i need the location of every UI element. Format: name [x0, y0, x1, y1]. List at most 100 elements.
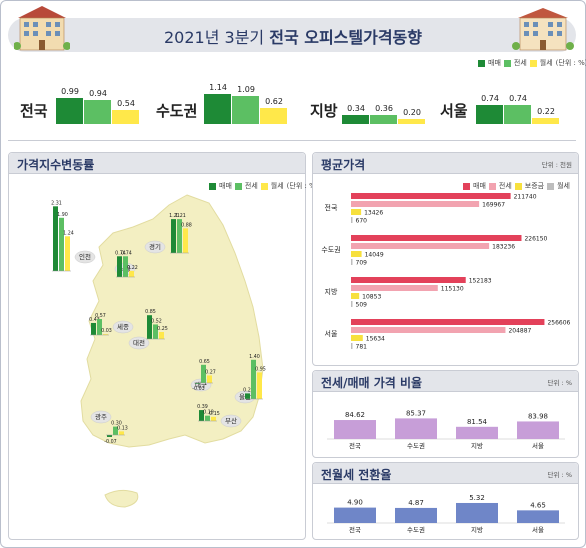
ratio-bar-3: [517, 421, 559, 439]
avg-legend-deposit: 보증금: [524, 182, 545, 190]
avg-legend-sale: 매매: [473, 182, 486, 190]
map-value-sale-6: 0.20: [243, 387, 254, 393]
map-value-wolse-1: 0.22: [127, 265, 138, 271]
avg-panel-title: 평균가격: [321, 158, 366, 172]
avg-value-deposit-2: 10853: [362, 294, 381, 301]
summary-value-sale-3: 0.74: [481, 93, 499, 103]
map-value-sale-7: 0.39: [197, 404, 208, 410]
map-bar-sale-1: [117, 256, 122, 277]
map-value-wolse-8: 0.13: [117, 425, 128, 431]
map-value-jeonse-7: 0.19: [203, 410, 214, 416]
map-bar-jeonse-0: [59, 217, 64, 271]
summary-value-wolse-3: 0.22: [537, 107, 555, 117]
map-bar-wolse-3: [103, 334, 108, 335]
ratio-bar-0: [334, 420, 376, 439]
map-value-sale-0: 2.31: [51, 200, 62, 206]
map-bar-jeonse-3: [97, 319, 102, 335]
avg-bar-jeonse-3: [351, 327, 506, 333]
avg-region-label-2: 지방: [325, 287, 338, 296]
avg-panel-unit: 단위 : 천원: [541, 161, 572, 169]
ratio-panel: 전세/매매 가격 비율 단위 : % 84.62 전국 85.37 수도권 81.54 지…: [312, 370, 579, 458]
conv-value-3: 4.65: [530, 501, 546, 509]
summary-bar-jeonse-2: [370, 114, 397, 124]
legend-jeonse-label: 전세: [513, 59, 527, 67]
conv-label-1: 수도권: [407, 526, 425, 534]
conv-label-3: 서울: [532, 525, 544, 534]
avg-value-deposit-3: 15634: [366, 336, 385, 343]
avg-value-sale-2: 152183: [469, 278, 492, 285]
avg-panel-header: 평균가격 단위 : 천원: [313, 153, 578, 174]
conv-value-0: 4.90: [347, 499, 363, 507]
conv-label-0: 전국: [349, 525, 361, 534]
avg-value-sale-3: 256606: [547, 320, 570, 327]
map-bar-wolse-2: [183, 228, 188, 253]
avg-legend-swatch-sale: [463, 182, 470, 190]
map-region-label-5: 대구: [195, 381, 207, 389]
map-region-label-0: 인천: [79, 252, 91, 261]
summary-value-jeonse-3: 0.74: [509, 93, 527, 103]
avg-bar-wolse-2: [351, 301, 353, 307]
avg-value-sale-1: 226150: [524, 236, 547, 243]
avg-value-jeonse-2: 115130: [441, 286, 464, 293]
jeju-island-shape: [104, 489, 139, 508]
title-prefix: 2021년 3분기: [163, 28, 270, 47]
map-value-jeonse-3: 0.57: [95, 313, 106, 319]
korea-map-chart: 인천2.311.901.24서울0.740.740.22경기1.211.210.…: [51, 194, 266, 508]
map-bar-wolse-0: [65, 236, 70, 271]
summary-bar-jeonse-0: [84, 99, 111, 124]
legend-swatch-wolse: [529, 59, 537, 67]
summary-bar-sale-1: [204, 94, 231, 124]
avg-value-deposit-0: 13426: [364, 210, 383, 217]
map-region-label-8: 광주: [95, 413, 107, 421]
map-legend-swatch-jeonse: [234, 182, 242, 190]
legend-swatch-sale: [478, 59, 485, 67]
map-value-sale-1: 0.74: [115, 250, 126, 256]
map-bar-jeonse-6: [251, 359, 256, 399]
avg-bar-wolse-1: [351, 259, 353, 265]
map-value-wolse-4: 0.25: [157, 326, 168, 332]
map-bar-sale-5: [195, 383, 200, 384]
map-value-wolse-6: 0.95: [255, 366, 266, 372]
avg-region-label-3: 서울: [325, 329, 338, 338]
avg-region-label-0: 전국: [325, 203, 338, 212]
ratio-panel-title: 전세/매매 가격 비율: [321, 376, 423, 390]
avg-value-jeonse-3: 204887: [508, 328, 531, 335]
summary-region-1: 수도권: [156, 102, 198, 120]
conversion-panel: 전월세 전환율 단위 : % 4.90 전국 4.87 수도권 5.32 지방 4.65 서울: [312, 462, 579, 540]
map-bar-wolse-1: [129, 270, 134, 277]
conv-bar-0: [334, 507, 376, 523]
avg-bar-jeonse-0: [351, 201, 480, 207]
map-region-label-2: 경기: [149, 242, 161, 251]
conv-bar-1: [395, 507, 437, 523]
avg-bar-deposit-2: [351, 293, 360, 299]
map-value-jeonse-6: 1.40: [249, 354, 260, 360]
conversion-chart: 4.90 전국 4.87 수도권 5.32 지방 4.65 서울: [327, 494, 565, 534]
avg-value-deposit-1: 14049: [365, 252, 384, 259]
conv-bar-3: [517, 510, 559, 523]
summary-bar-sale-2: [342, 115, 369, 124]
summary-value-sale-1: 1.14: [209, 83, 227, 93]
apartment-building-icon-right: [512, 8, 574, 51]
avg-bar-sale-3: [351, 319, 545, 325]
ratio-label-3: 서울: [532, 441, 544, 450]
map-bar-jeonse-2: [177, 219, 182, 253]
avg-bar-deposit-1: [351, 251, 362, 257]
avg-bar-jeonse-1: [351, 243, 490, 249]
ratio-value-1: 85.37: [406, 409, 426, 417]
conv-value-1: 4.87: [408, 499, 424, 507]
ratio-bar-1: [395, 418, 437, 439]
summary-chart: 전국 0.99 0.94 0.54 수도권 1.14 1.09 0.62 지방 0.34 0.36 0…: [8, 78, 576, 140]
map-bar-wolse-7: [211, 416, 216, 421]
map-bar-sale-7: [199, 410, 204, 421]
map-value-wolse-3: 0.03: [101, 328, 112, 334]
avg-bar-wolse-3: [351, 343, 353, 349]
title-banner: [8, 18, 576, 52]
map-bar-jeonse-5: [201, 364, 206, 383]
legend-sale-label: 매매: [488, 59, 501, 67]
avg-legend: 매매 전세 보증금 월세: [463, 181, 570, 191]
map-legend-jeonse: 전세: [244, 182, 258, 190]
avg-value-jeonse-1: 183236: [492, 244, 515, 251]
map-bar-sale-2: [171, 219, 176, 253]
summary-region-2: 지방: [310, 102, 338, 120]
map-label-bubble-2: [144, 240, 166, 254]
